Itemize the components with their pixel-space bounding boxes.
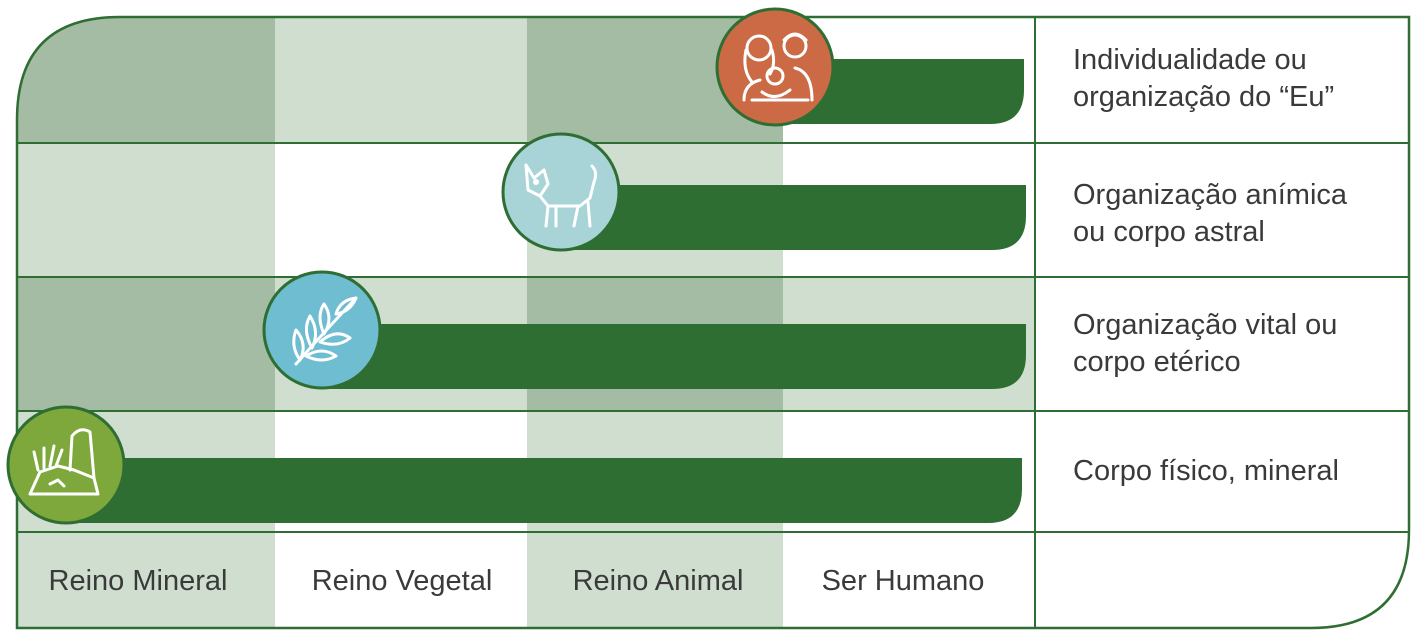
cell <box>17 532 275 628</box>
row-label-physical: Corpo físico, mineral <box>1073 453 1413 490</box>
column-label-vegetal: Reino Vegetal <box>311 565 493 597</box>
row-label-line: Corpo físico, mineral <box>1073 455 1339 487</box>
row-label-line: organização do “Eu” <box>1073 81 1335 113</box>
column-label-mineral: Reino Mineral <box>48 565 228 597</box>
grid-lines <box>17 17 1409 628</box>
family-icon <box>715 7 835 127</box>
bar-etheric-body <box>320 324 1026 389</box>
leaf-branch-icon <box>262 270 382 390</box>
cell <box>527 532 783 628</box>
bar-physical-body <box>65 458 1022 523</box>
cell <box>275 17 527 143</box>
cell <box>783 532 1035 628</box>
row-label-line: Individualidade ou <box>1073 44 1307 76</box>
row-label-line: Organização vital ou <box>1073 309 1338 341</box>
row-label-astral: Organização anímica ou corpo astral <box>1073 177 1413 251</box>
bar-astral-body <box>560 185 1026 250</box>
cell <box>17 17 275 143</box>
column-label-animal: Reino Animal <box>572 565 744 597</box>
rock-grass-icon <box>6 405 126 525</box>
row-label-line: ou corpo astral <box>1073 216 1265 248</box>
row-label-line: corpo etérico <box>1073 346 1241 378</box>
cell <box>275 532 527 628</box>
label-column <box>1035 17 1409 628</box>
cell <box>17 277 275 411</box>
dog-icon <box>501 132 621 252</box>
cell <box>275 143 527 277</box>
row-label-individuality: Individualidade ou organização do “Eu” <box>1073 42 1413 116</box>
outer-frame <box>15 15 1411 630</box>
row-label-etheric: Organização vital ou corpo etérico <box>1073 307 1413 381</box>
row-label-line: Organização anímica <box>1073 179 1348 211</box>
cell <box>17 143 275 277</box>
column-label-human: Ser Humano <box>821 565 985 597</box>
